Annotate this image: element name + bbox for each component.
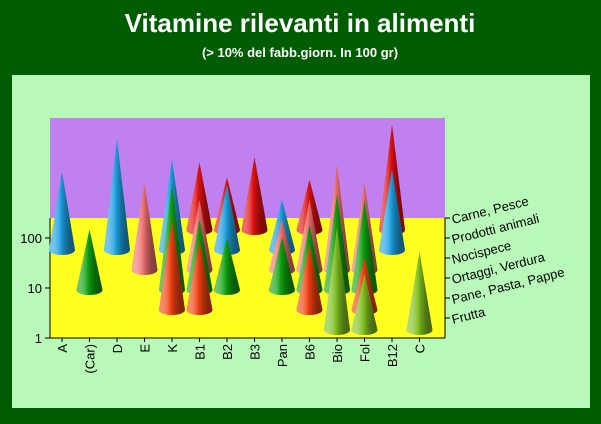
cone-shade <box>406 252 433 335</box>
cone-shade <box>104 140 130 255</box>
y-tick-label: 100 <box>20 231 42 246</box>
cone-shade <box>186 240 213 315</box>
x-tick-label: Pan <box>275 344 290 367</box>
cone-shade <box>351 199 378 295</box>
cone <box>324 227 350 335</box>
cone-shade <box>296 244 323 315</box>
cone-shade <box>49 172 75 255</box>
x-tick-label: (Car) <box>83 344 98 374</box>
cone <box>159 219 185 315</box>
cone <box>241 157 268 235</box>
x-tick-label: K <box>165 344 180 353</box>
cone <box>379 169 405 255</box>
cone-shade <box>186 162 213 235</box>
cone <box>214 184 240 255</box>
cone-shade <box>269 237 295 295</box>
x-tick-label: Bio <box>330 344 345 363</box>
x-tick-label: A <box>55 344 70 353</box>
cone <box>214 237 240 295</box>
chart-title: Vitamine rilevanti in alimenti <box>125 8 476 38</box>
cone <box>104 140 130 255</box>
cone <box>49 172 75 255</box>
cone-shade <box>241 157 268 235</box>
x-tick-label: E <box>138 344 153 353</box>
x-tick-label: B6 <box>303 344 318 360</box>
cone <box>351 199 378 295</box>
x-tick-label: D <box>110 344 125 353</box>
x-tick-label: C <box>413 344 428 353</box>
x-tick-label: Fol <box>358 344 373 362</box>
cone-shade <box>214 184 240 255</box>
cone <box>351 274 378 335</box>
cone-shade <box>351 274 378 335</box>
cone-shade <box>131 182 158 275</box>
cone <box>269 237 295 295</box>
x-tick-label: B3 <box>248 344 263 360</box>
x-tick-label: B1 <box>193 344 208 360</box>
x-tick-label: B2 <box>220 344 235 360</box>
y-tick-label: 10 <box>28 281 42 296</box>
cone <box>296 244 323 315</box>
x-tick-label: B12 <box>385 344 400 367</box>
cone-shade <box>214 237 240 295</box>
cone <box>186 162 213 235</box>
cone <box>186 240 213 315</box>
cone <box>76 229 103 295</box>
cone-shade <box>324 227 350 335</box>
chart-subtitle: (> 10% del fabb.giorn. In 100 gr) <box>202 45 398 60</box>
y-tick-label: 1 <box>35 331 42 346</box>
cone <box>131 182 158 275</box>
cone-shade <box>159 219 185 315</box>
cone-shade <box>76 229 103 295</box>
cone <box>406 252 433 335</box>
cone-shade <box>379 169 405 255</box>
